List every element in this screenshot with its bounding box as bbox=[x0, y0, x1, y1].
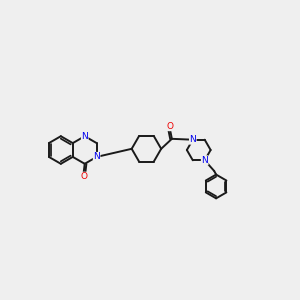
Text: O: O bbox=[80, 172, 87, 181]
Text: N: N bbox=[93, 152, 100, 161]
Text: O: O bbox=[167, 122, 173, 131]
Text: N: N bbox=[81, 132, 88, 141]
Text: N: N bbox=[201, 156, 208, 165]
Text: N: N bbox=[189, 135, 196, 144]
